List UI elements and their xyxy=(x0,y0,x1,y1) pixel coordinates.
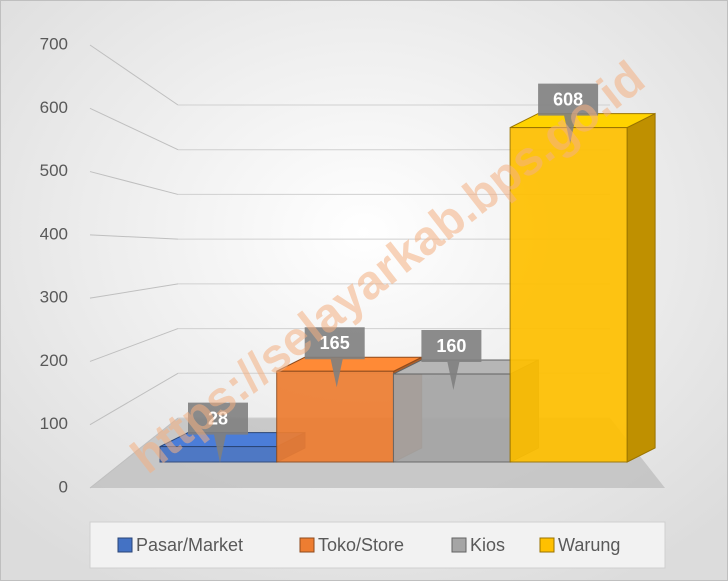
data-label-box xyxy=(304,327,365,388)
legend-label: Kios xyxy=(470,535,505,555)
legend-swatch xyxy=(539,537,555,553)
y-tick-label: 300 xyxy=(40,288,68,307)
legend-box xyxy=(89,521,666,569)
y-tick-label: 500 xyxy=(40,161,68,180)
bar xyxy=(392,373,511,463)
data-label: 160 xyxy=(436,336,466,356)
data-label-box xyxy=(188,402,248,463)
bar xyxy=(509,127,628,463)
grid-line xyxy=(89,107,179,151)
y-tick-label: 100 xyxy=(40,414,68,433)
y-tick-label: 600 xyxy=(40,98,68,117)
grid-line xyxy=(89,283,179,299)
grid-line xyxy=(89,234,179,240)
y-tick-label: 700 xyxy=(40,34,68,53)
legend-swatch xyxy=(451,537,467,553)
grid-line xyxy=(89,372,179,426)
grid-line xyxy=(89,328,179,362)
data-label: 165 xyxy=(320,333,350,353)
grid-line xyxy=(89,44,179,106)
legend-swatch xyxy=(299,537,315,553)
y-tick-label: 400 xyxy=(40,224,68,243)
data-label-box xyxy=(538,83,599,144)
data-label: 28 xyxy=(208,408,228,428)
grid-line xyxy=(89,171,179,195)
bar-side xyxy=(626,112,656,463)
legend-label: Pasar/Market xyxy=(136,535,243,555)
y-tick-label: 0 xyxy=(59,477,68,496)
grid-line xyxy=(89,417,179,489)
data-label: 608 xyxy=(553,89,583,109)
legend-label: Warung xyxy=(558,535,620,555)
legend-label: Toko/Store xyxy=(318,535,404,555)
legend-swatch xyxy=(117,537,133,553)
bar xyxy=(276,370,395,463)
data-label-box xyxy=(421,330,482,390)
y-tick-label: 200 xyxy=(40,351,68,370)
